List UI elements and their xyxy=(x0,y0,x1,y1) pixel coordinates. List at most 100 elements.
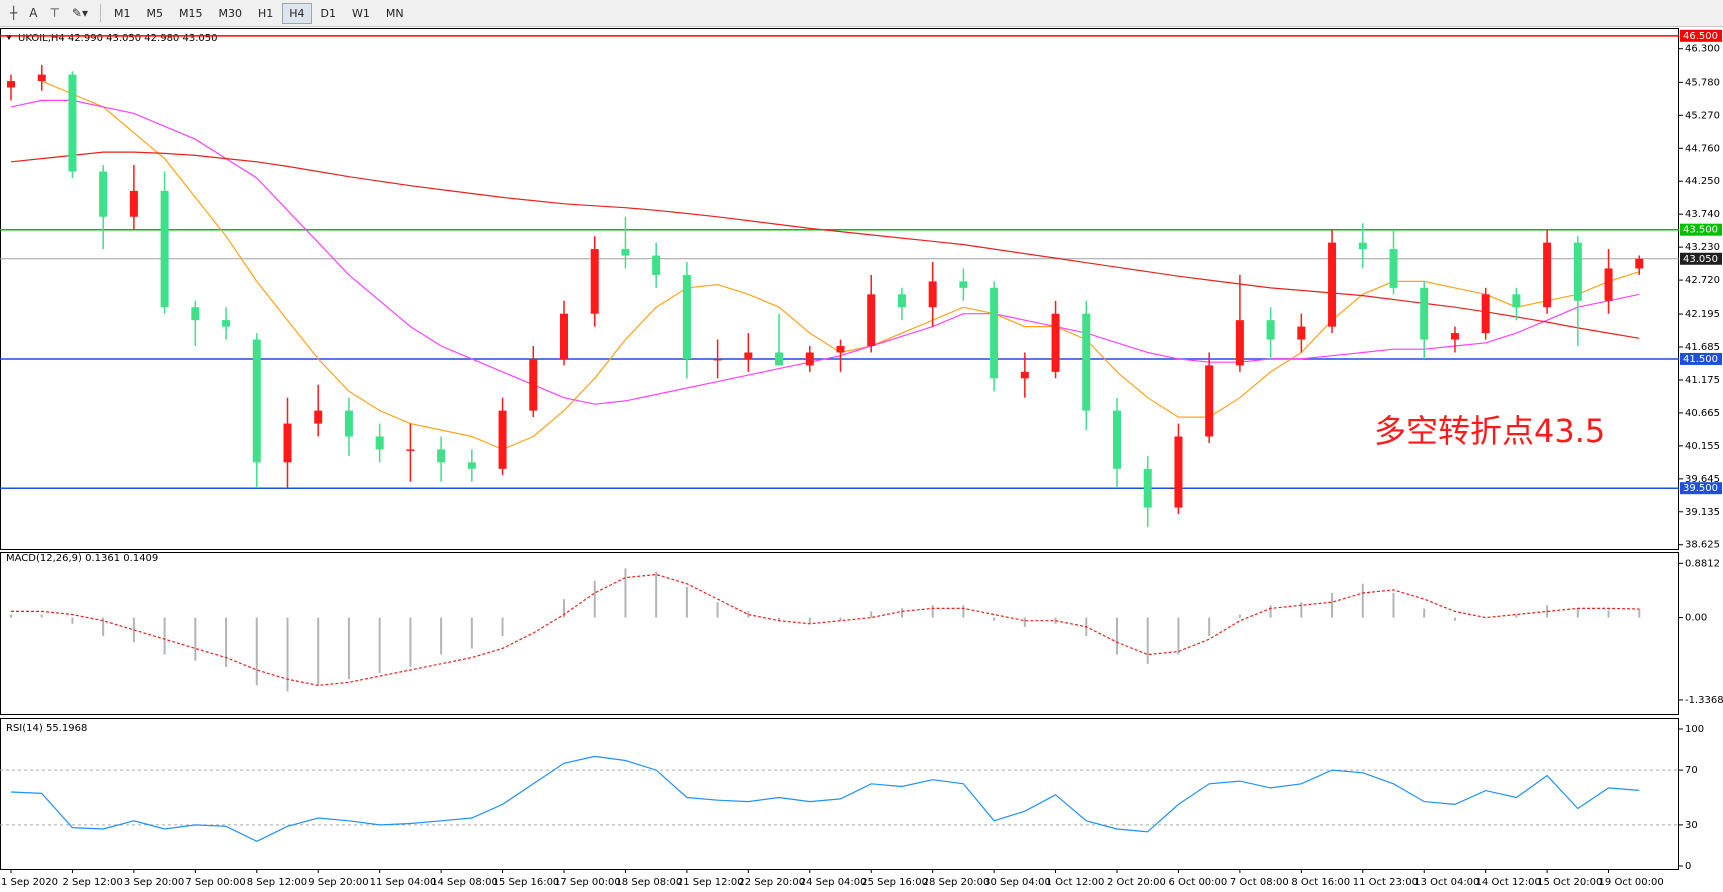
candle-body xyxy=(283,423,292,463)
timeframe-button[interactable]: M15 xyxy=(178,6,203,20)
timeframe-button[interactable]: H4 xyxy=(282,2,312,24)
y-tick-label: 45.780 xyxy=(1685,77,1720,88)
candle-body xyxy=(1143,468,1152,508)
x-tick-label: 24 Sep 04:00 xyxy=(800,877,867,888)
candle-body xyxy=(1389,249,1398,288)
y-tick-label: 100 xyxy=(1685,724,1704,735)
timeframes: M1 M5 M15 M30 H1 H4 D1 W1 MN xyxy=(107,2,413,24)
x-tick-label: 21 Sep 12:00 xyxy=(677,877,744,888)
panel-frame xyxy=(0,718,1679,870)
price-label: 46.500 xyxy=(1683,31,1718,42)
y-tick-label: 0.00 xyxy=(1685,613,1707,624)
candle-body xyxy=(252,339,261,463)
y-tick-label: 41.175 xyxy=(1685,375,1720,386)
panel-frame xyxy=(0,28,1679,550)
candle-body xyxy=(621,249,630,256)
candle-body xyxy=(129,190,138,217)
price-label: 43.050 xyxy=(1683,254,1718,265)
y-tick-label: 44.760 xyxy=(1685,143,1720,154)
x-tick-label: 7 Oct 08:00 xyxy=(1230,877,1289,888)
candle-body xyxy=(1543,242,1552,308)
y-tick-label: 30 xyxy=(1685,820,1698,831)
candle-body xyxy=(437,449,446,463)
candle-body xyxy=(990,287,999,379)
tool-text[interactable]: A xyxy=(29,6,38,20)
y-tick-label: 43.740 xyxy=(1685,209,1720,220)
candle-body xyxy=(1205,365,1214,437)
price-label: 41.500 xyxy=(1683,354,1718,365)
candle-body xyxy=(1604,268,1613,301)
candle-body xyxy=(867,294,876,347)
price-label-box xyxy=(1680,352,1722,365)
timeframe-button[interactable]: M5 xyxy=(146,6,163,20)
candle-body xyxy=(836,346,845,353)
candle-body xyxy=(775,352,784,366)
timeframe-button[interactable]: D1 xyxy=(320,6,337,20)
x-tick-label: 2 Sep 12:00 xyxy=(62,877,122,888)
tool-shapes[interactable]: ✎▾ xyxy=(71,6,88,20)
x-tick-label: 8 Oct 16:00 xyxy=(1291,877,1350,888)
x-tick-label: 30 Sep 04:00 xyxy=(984,877,1051,888)
x-tick-label: 28 Sep 20:00 xyxy=(923,877,990,888)
x-tick-label: 14 Oct 12:00 xyxy=(1476,877,1541,888)
chart-title: RSI(14) 55.1968 xyxy=(6,723,87,734)
candle-body xyxy=(314,410,323,424)
timeframe-button[interactable]: H1 xyxy=(257,6,274,20)
candle-body xyxy=(37,74,46,82)
price-label: 39.500 xyxy=(1683,483,1718,494)
price-label-box xyxy=(1680,223,1722,236)
candle-body xyxy=(1113,410,1121,469)
candle-body xyxy=(7,81,15,88)
x-tick-label: 3 Sep 20:00 xyxy=(124,877,184,888)
candle-body xyxy=(191,307,200,321)
candle-body xyxy=(160,190,169,308)
x-tick-label: 8 Sep 12:00 xyxy=(247,877,307,888)
x-tick-label: 15 Oct 20:00 xyxy=(1537,877,1602,888)
y-tick-label: 45.270 xyxy=(1685,110,1720,121)
x-tick-label: 25 Sep 16:00 xyxy=(861,877,928,888)
y-tick-label: 39.135 xyxy=(1685,507,1720,518)
x-tick-label: 15 Sep 16:00 xyxy=(493,877,560,888)
tool-label[interactable]: ⊤ xyxy=(49,6,60,20)
x-tick-label: 11 Oct 23:00 xyxy=(1353,877,1418,888)
x-tick-label: 1 Oct 12:00 xyxy=(1046,877,1105,888)
candle-body xyxy=(1051,313,1060,372)
candle-body xyxy=(1573,242,1582,301)
panel-frame xyxy=(0,552,1679,715)
candle-body xyxy=(1450,333,1459,340)
candle-body xyxy=(406,449,415,451)
x-tick-label: 11 Sep 04:00 xyxy=(370,877,437,888)
x-tick-label: 22 Sep 20:00 xyxy=(738,877,805,888)
timeframe-button[interactable]: W1 xyxy=(352,6,370,20)
candle-body xyxy=(99,171,108,217)
candle-body xyxy=(68,74,77,172)
candle-body xyxy=(529,358,538,411)
candle-body xyxy=(805,352,814,366)
candle-body xyxy=(1481,294,1490,334)
candle-body xyxy=(959,281,968,288)
y-tick-label: 40.155 xyxy=(1685,441,1720,452)
annotation: 多空转折点43.5 xyxy=(1374,412,1605,450)
y-tick-label: 40.665 xyxy=(1685,408,1720,419)
chart-title: MACD(12,26,9) 0.1361 0.1409 xyxy=(6,553,158,564)
candle-body xyxy=(744,352,753,359)
candle-body xyxy=(344,410,353,437)
candle-body xyxy=(375,436,384,450)
price-label-box xyxy=(1680,29,1722,42)
candle-body xyxy=(1328,242,1337,327)
timeframe-button[interactable]: M30 xyxy=(218,6,242,20)
tool-crosshair[interactable]: ┼ xyxy=(10,6,18,20)
x-tick-label: 19 Oct 00:00 xyxy=(1599,877,1664,888)
candle-body xyxy=(897,294,906,308)
timeframe-button[interactable]: MN xyxy=(385,6,404,20)
timeframe-button[interactable]: M1 xyxy=(113,6,131,20)
candle-body xyxy=(1235,320,1244,366)
y-tick-label: 41.685 xyxy=(1685,342,1720,353)
candle-body xyxy=(498,410,507,469)
candle-body xyxy=(1082,313,1091,411)
x-tick-label: 9 Sep 20:00 xyxy=(308,877,368,888)
y-tick-label: -1.3368 xyxy=(1685,695,1723,706)
x-tick-label: 2 Oct 20:00 xyxy=(1107,877,1166,888)
